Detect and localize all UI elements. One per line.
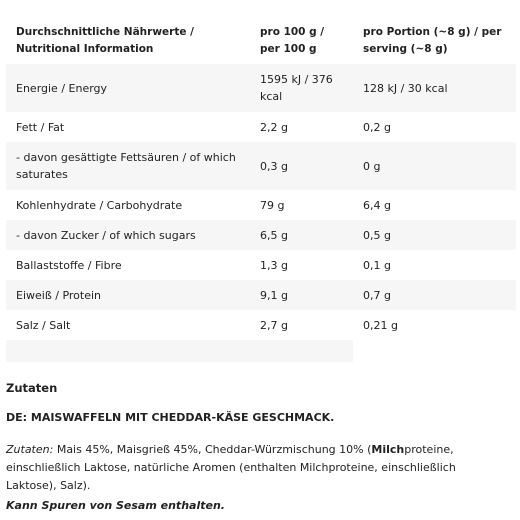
spacer-row: [6, 340, 516, 362]
table-row: - davon gesättigte Fettsäuren / of which…: [6, 142, 516, 190]
header-cell: pro Portion (~8 g) / per serving (~8 g): [363, 26, 502, 55]
ingredients-text: Zutaten: Mais 45%, Maisgrieß 45%, Chedda…: [6, 441, 506, 495]
table-cell: 9,1 g: [250, 280, 353, 310]
table-cell: 79 g: [260, 198, 285, 212]
section-title: Zutaten: [6, 381, 58, 395]
table-cell: 0 g: [353, 142, 516, 190]
table-cell: 1595 kJ / 376 kcal: [250, 64, 353, 112]
table-row: Salz / Salt 2,7 g 0,21 g: [6, 310, 516, 340]
table-cell: 128 kJ / 30 kcal: [353, 64, 516, 112]
table-cell: 6,5 g: [250, 220, 353, 250]
table-cell: - davon Zucker / of which sugars: [6, 220, 250, 250]
table-cell: 0,3 g: [250, 142, 353, 190]
header-cell: pro 100 g / per 100 g: [260, 26, 325, 55]
allergen: Milch: [371, 443, 405, 456]
table-row: Kohlenhydrate / Carbohydrate 79 g 6,4 g: [6, 190, 516, 220]
header-cell: Durchschnittliche Nährwerte / Nutritiona…: [16, 26, 194, 55]
table-row: Eiweiß / Protein 9,1 g 0,7 g: [6, 280, 516, 310]
table-cell: 0,7 g: [353, 280, 516, 310]
nutrition-table: Durchschnittliche Nährwerte / Nutritiona…: [6, 22, 516, 362]
table-body: Energie / Energy 1595 kJ / 376 kcal 128 kJ…: [6, 64, 516, 340]
table-row: - davon Zucker / of which sugars 6,5 g 0,5…: [6, 220, 516, 250]
table-row: Ballaststoffe / Fibre 1,3 g 0,1 g: [6, 250, 516, 280]
table-cell: - davon gesättigte Fettsäuren / of which…: [6, 142, 250, 190]
table-cell: 2,7 g: [260, 318, 288, 332]
ingredients-part: proteine, einschließlich Laktose, natürl…: [6, 443, 456, 492]
table-row: Energie / Energy 1595 kJ / 376 kcal 128 kJ…: [6, 64, 516, 112]
table-cell: 1,3 g: [260, 258, 288, 272]
table-cell: Salz / Salt: [16, 318, 71, 332]
table-cell: 2,2 g: [260, 120, 288, 134]
table-cell: Energie / Energy: [6, 64, 250, 112]
table-cell: Fett / Fat: [16, 120, 65, 134]
header-row: Durchschnittliche Nährwerte / Nutritiona…: [6, 22, 516, 64]
product-name: DE: MAISWAFFELN MIT CHEDDAR-KÄSE GESCHMA…: [6, 411, 335, 424]
table-cell: 0,1 g: [363, 258, 391, 272]
ingredients-part: Mais 45%, Maisgrieß 45%, Cheddar-Würzmis…: [53, 443, 372, 456]
table-cell: 6,4 g: [363, 198, 391, 212]
ingredients-label: Zutaten:: [6, 443, 54, 456]
table-cell: 0,2 g: [363, 120, 391, 134]
trace-note: Kann Spuren von Sesam enthalten.: [6, 499, 225, 512]
table-cell: Ballaststoffe / Fibre: [16, 258, 122, 272]
table-cell: Eiweiß / Protein: [6, 280, 250, 310]
table-row: Fett / Fat 2,2 g 0,2 g: [6, 112, 516, 142]
table-cell: 0,21 g: [363, 318, 398, 332]
table-cell: Kohlenhydrate / Carbohydrate: [16, 198, 183, 212]
table-cell: 0,5 g: [353, 220, 516, 250]
